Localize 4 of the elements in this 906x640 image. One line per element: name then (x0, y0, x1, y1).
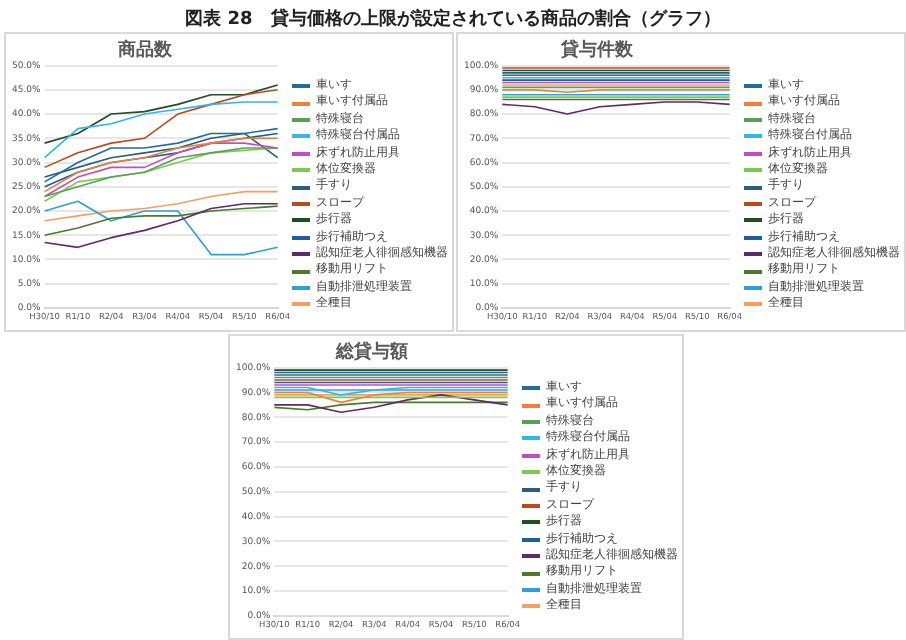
chart-title: 貸与件数 (559, 39, 635, 62)
text: 図表 28 貸与価格の上限が設定されている商品の割合（グラフ） (183, 6, 723, 32)
chart-title: 総貸与額 (334, 341, 408, 364)
chart-title: 商品数 (116, 39, 174, 62)
